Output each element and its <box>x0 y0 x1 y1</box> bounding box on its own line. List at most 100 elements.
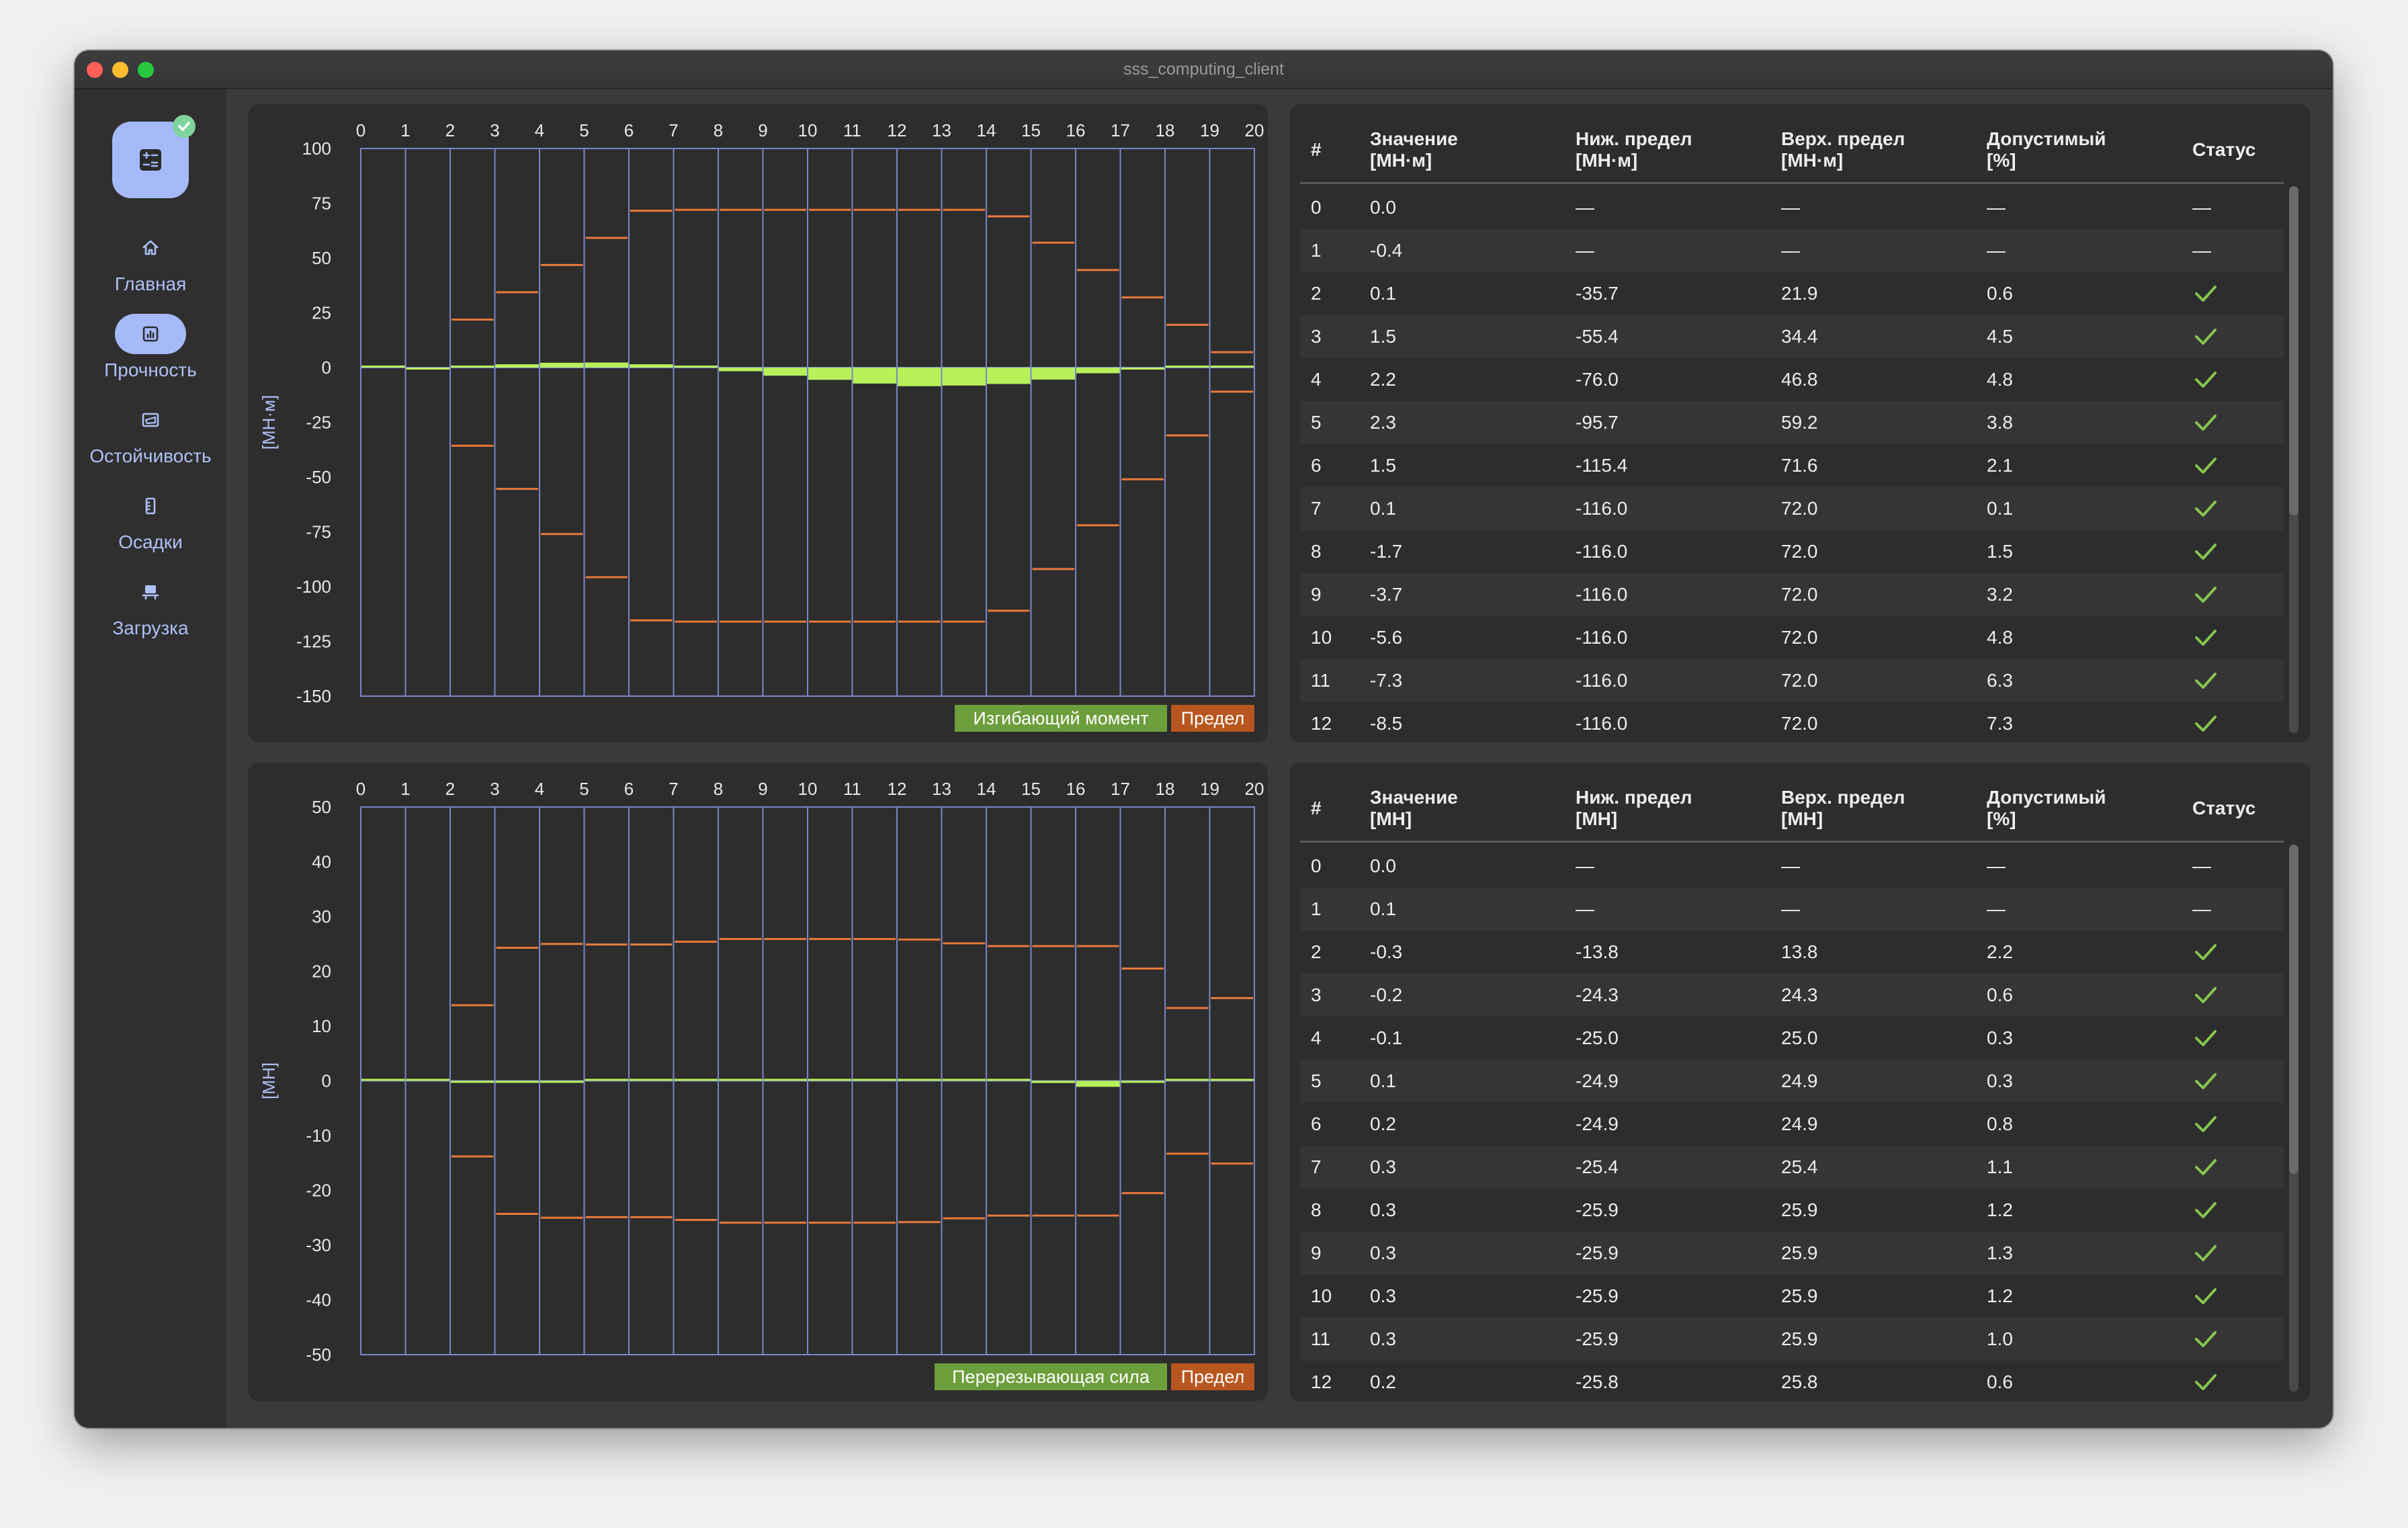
column-header[interactable]: Статус <box>2192 798 2255 819</box>
table-row[interactable]: 2 0.1 -35.7 21.9 0.6 <box>1300 272 2284 315</box>
table-cell: 0.1 <box>1370 498 1396 519</box>
table-cell: -116.0 <box>1576 670 1628 691</box>
column-header[interactable]: Статус <box>2192 139 2255 161</box>
sidebar-item-4[interactable]: Загрузка <box>75 572 226 651</box>
x-tick-label: 7 <box>669 120 678 140</box>
sidebar-item-2[interactable]: Остойчивость <box>75 400 226 479</box>
value-bar <box>630 364 673 368</box>
table-cell: 0.1 <box>1370 898 1396 919</box>
column-header[interactable]: # <box>1311 139 1322 161</box>
table-row[interactable]: 8 0.3 -25.9 25.9 1.2 <box>1300 1189 2284 1232</box>
column-header[interactable]: # <box>1311 798 1322 819</box>
table-row[interactable]: 12 -8.5 -116.0 72.0 7.3 <box>1300 702 2284 742</box>
table-row[interactable]: 9 -3.7 -116.0 72.0 3.2 <box>1300 573 2284 616</box>
table-cell: 0.8 <box>1987 1113 2013 1134</box>
table-row[interactable]: 11 -7.3 -116.0 72.0 6.3 <box>1300 659 2284 702</box>
table-header: # Значение [МН·м] Ниж. предел [МН·м] Верх. пр… <box>1289 104 2311 183</box>
status-ok-icon <box>2192 272 2219 331</box>
scrollbar-thumb[interactable] <box>2289 845 2298 1174</box>
table-cell: -0.2 <box>1370 984 1403 1005</box>
table-cell: 21.9 <box>1781 283 1818 304</box>
table-cell: 2.3 <box>1370 412 1396 433</box>
x-tick-label: 13 <box>932 779 951 799</box>
sidebar-item-0[interactable]: Главная <box>75 228 226 307</box>
table-row[interactable]: 5 0.1 -24.9 24.9 0.3 <box>1300 1060 2284 1103</box>
column-header[interactable]: Ниж. предел [МН] <box>1576 787 1692 830</box>
table-row[interactable]: 0 0.0 — — — — <box>1300 186 2284 229</box>
table-row[interactable]: 1 -0.4 — — — — <box>1300 229 2284 272</box>
table-cell: 7 <box>1311 498 1322 519</box>
table-row[interactable]: 7 0.1 -116.0 72.0 0.1 <box>1300 487 2284 530</box>
table-row[interactable]: 6 1.5 -115.4 71.6 2.1 <box>1300 444 2284 487</box>
table-row[interactable]: 1 0.1 — — — — <box>1300 888 2284 931</box>
column-header[interactable]: Ниж. предел [МН·м] <box>1576 128 1692 171</box>
table-row[interactable]: 0 0.0 — — — — <box>1300 845 2284 888</box>
table-row[interactable]: 10 0.3 -25.9 25.9 1.2 <box>1300 1275 2284 1318</box>
scrollbar-thumb[interactable] <box>2289 186 2298 515</box>
column-header-line: [%] <box>1987 808 2016 829</box>
column-header[interactable]: Значение [МН·м] <box>1370 128 1458 171</box>
y-tick-label: 0 <box>322 1071 331 1091</box>
sidebar-item-3[interactable]: Осадки <box>75 486 226 565</box>
table-cell: -0.1 <box>1370 1027 1403 1048</box>
column-header[interactable]: Допустимый [%] <box>1987 128 2106 171</box>
table-cell: 1.0 <box>1987 1328 2013 1349</box>
y-tick-label: 20 <box>312 962 331 982</box>
x-tick-label: 8 <box>714 120 723 140</box>
close-window-button[interactable] <box>87 62 103 78</box>
y-tick-label: 50 <box>312 797 331 817</box>
table-row[interactable]: 3 -0.2 -24.3 24.3 0.6 <box>1300 974 2284 1017</box>
table-cell: — <box>2192 240 2211 261</box>
table-row[interactable]: 2 -0.3 -13.8 13.8 2.2 <box>1300 931 2284 974</box>
table-scrollbar[interactable] <box>2289 186 2298 733</box>
table-cell: -25.8 <box>1576 1371 1619 1392</box>
value-bar <box>585 1078 628 1081</box>
table-cell: 4.5 <box>1987 326 2013 347</box>
table-row[interactable]: 8 -1.7 -116.0 72.0 1.5 <box>1300 530 2284 573</box>
stability-icon <box>115 400 186 440</box>
value-bar <box>1076 368 1120 374</box>
column-header[interactable]: Верх. предел [МН·м] <box>1781 128 1905 171</box>
table-cell: 0.6 <box>1987 283 2013 304</box>
table-row[interactable]: 4 2.2 -76.0 46.8 4.8 <box>1300 358 2284 401</box>
column-header[interactable]: Верх. предел [МН] <box>1781 787 1905 830</box>
value-bar <box>853 1078 896 1081</box>
table-row[interactable]: 11 0.3 -25.9 25.9 1.0 <box>1300 1318 2284 1361</box>
table-cell: 4 <box>1311 369 1322 390</box>
table-cell: 72.0 <box>1781 670 1818 691</box>
column-header-line: Статус <box>2192 139 2256 160</box>
minimize-window-button[interactable] <box>112 62 128 78</box>
status-ok-icon <box>2192 1103 2219 1161</box>
column-header-line: Значение <box>1370 128 1458 149</box>
table-row[interactable]: 12 0.2 -25.8 25.8 0.6 <box>1300 1361 2284 1401</box>
y-tick-label: -75 <box>306 522 331 542</box>
x-tick-label: 19 <box>1200 779 1219 799</box>
table-cell: — <box>1987 898 2006 919</box>
value-bar <box>361 1078 405 1081</box>
table-cell: -1.7 <box>1370 541 1403 562</box>
column-header[interactable]: Допустимый [%] <box>1987 787 2106 830</box>
column-header[interactable]: Значение [МН] <box>1370 787 1458 830</box>
maximize-window-button[interactable] <box>138 62 154 78</box>
status-ok-icon <box>2192 931 2219 989</box>
x-tick-label: 4 <box>535 779 544 799</box>
table-row[interactable]: 7 0.3 -25.4 25.4 1.1 <box>1300 1146 2284 1189</box>
table-cell: — <box>1576 898 1594 919</box>
x-tick-label: 12 <box>888 120 907 140</box>
table-scrollbar[interactable] <box>2289 845 2298 1392</box>
table-cell: 0 <box>1311 197 1322 218</box>
table-row[interactable]: 10 -5.6 -116.0 72.0 4.8 <box>1300 616 2284 659</box>
table-row[interactable]: 6 0.2 -24.9 24.9 0.8 <box>1300 1103 2284 1146</box>
sidebar-item-label: Главная <box>114 273 187 294</box>
table-row[interactable]: 3 1.5 -55.4 34.4 4.5 <box>1300 315 2284 358</box>
sidebar-item-1[interactable]: Прочность <box>75 314 226 393</box>
table-cell: 9 <box>1311 1242 1322 1263</box>
sidebar-item-label: Загрузка <box>112 618 189 638</box>
table-row[interactable]: 5 2.3 -95.7 59.2 3.8 <box>1300 401 2284 444</box>
x-tick-label: 9 <box>758 779 767 799</box>
table-row[interactable]: 9 0.3 -25.9 25.9 1.3 <box>1300 1232 2284 1275</box>
status-ok-icon <box>2192 1361 2219 1401</box>
value-bar <box>1031 368 1075 380</box>
y-axis-label: [МН·м] <box>259 395 279 450</box>
table-row[interactable]: 4 -0.1 -25.0 25.0 0.3 <box>1300 1017 2284 1060</box>
